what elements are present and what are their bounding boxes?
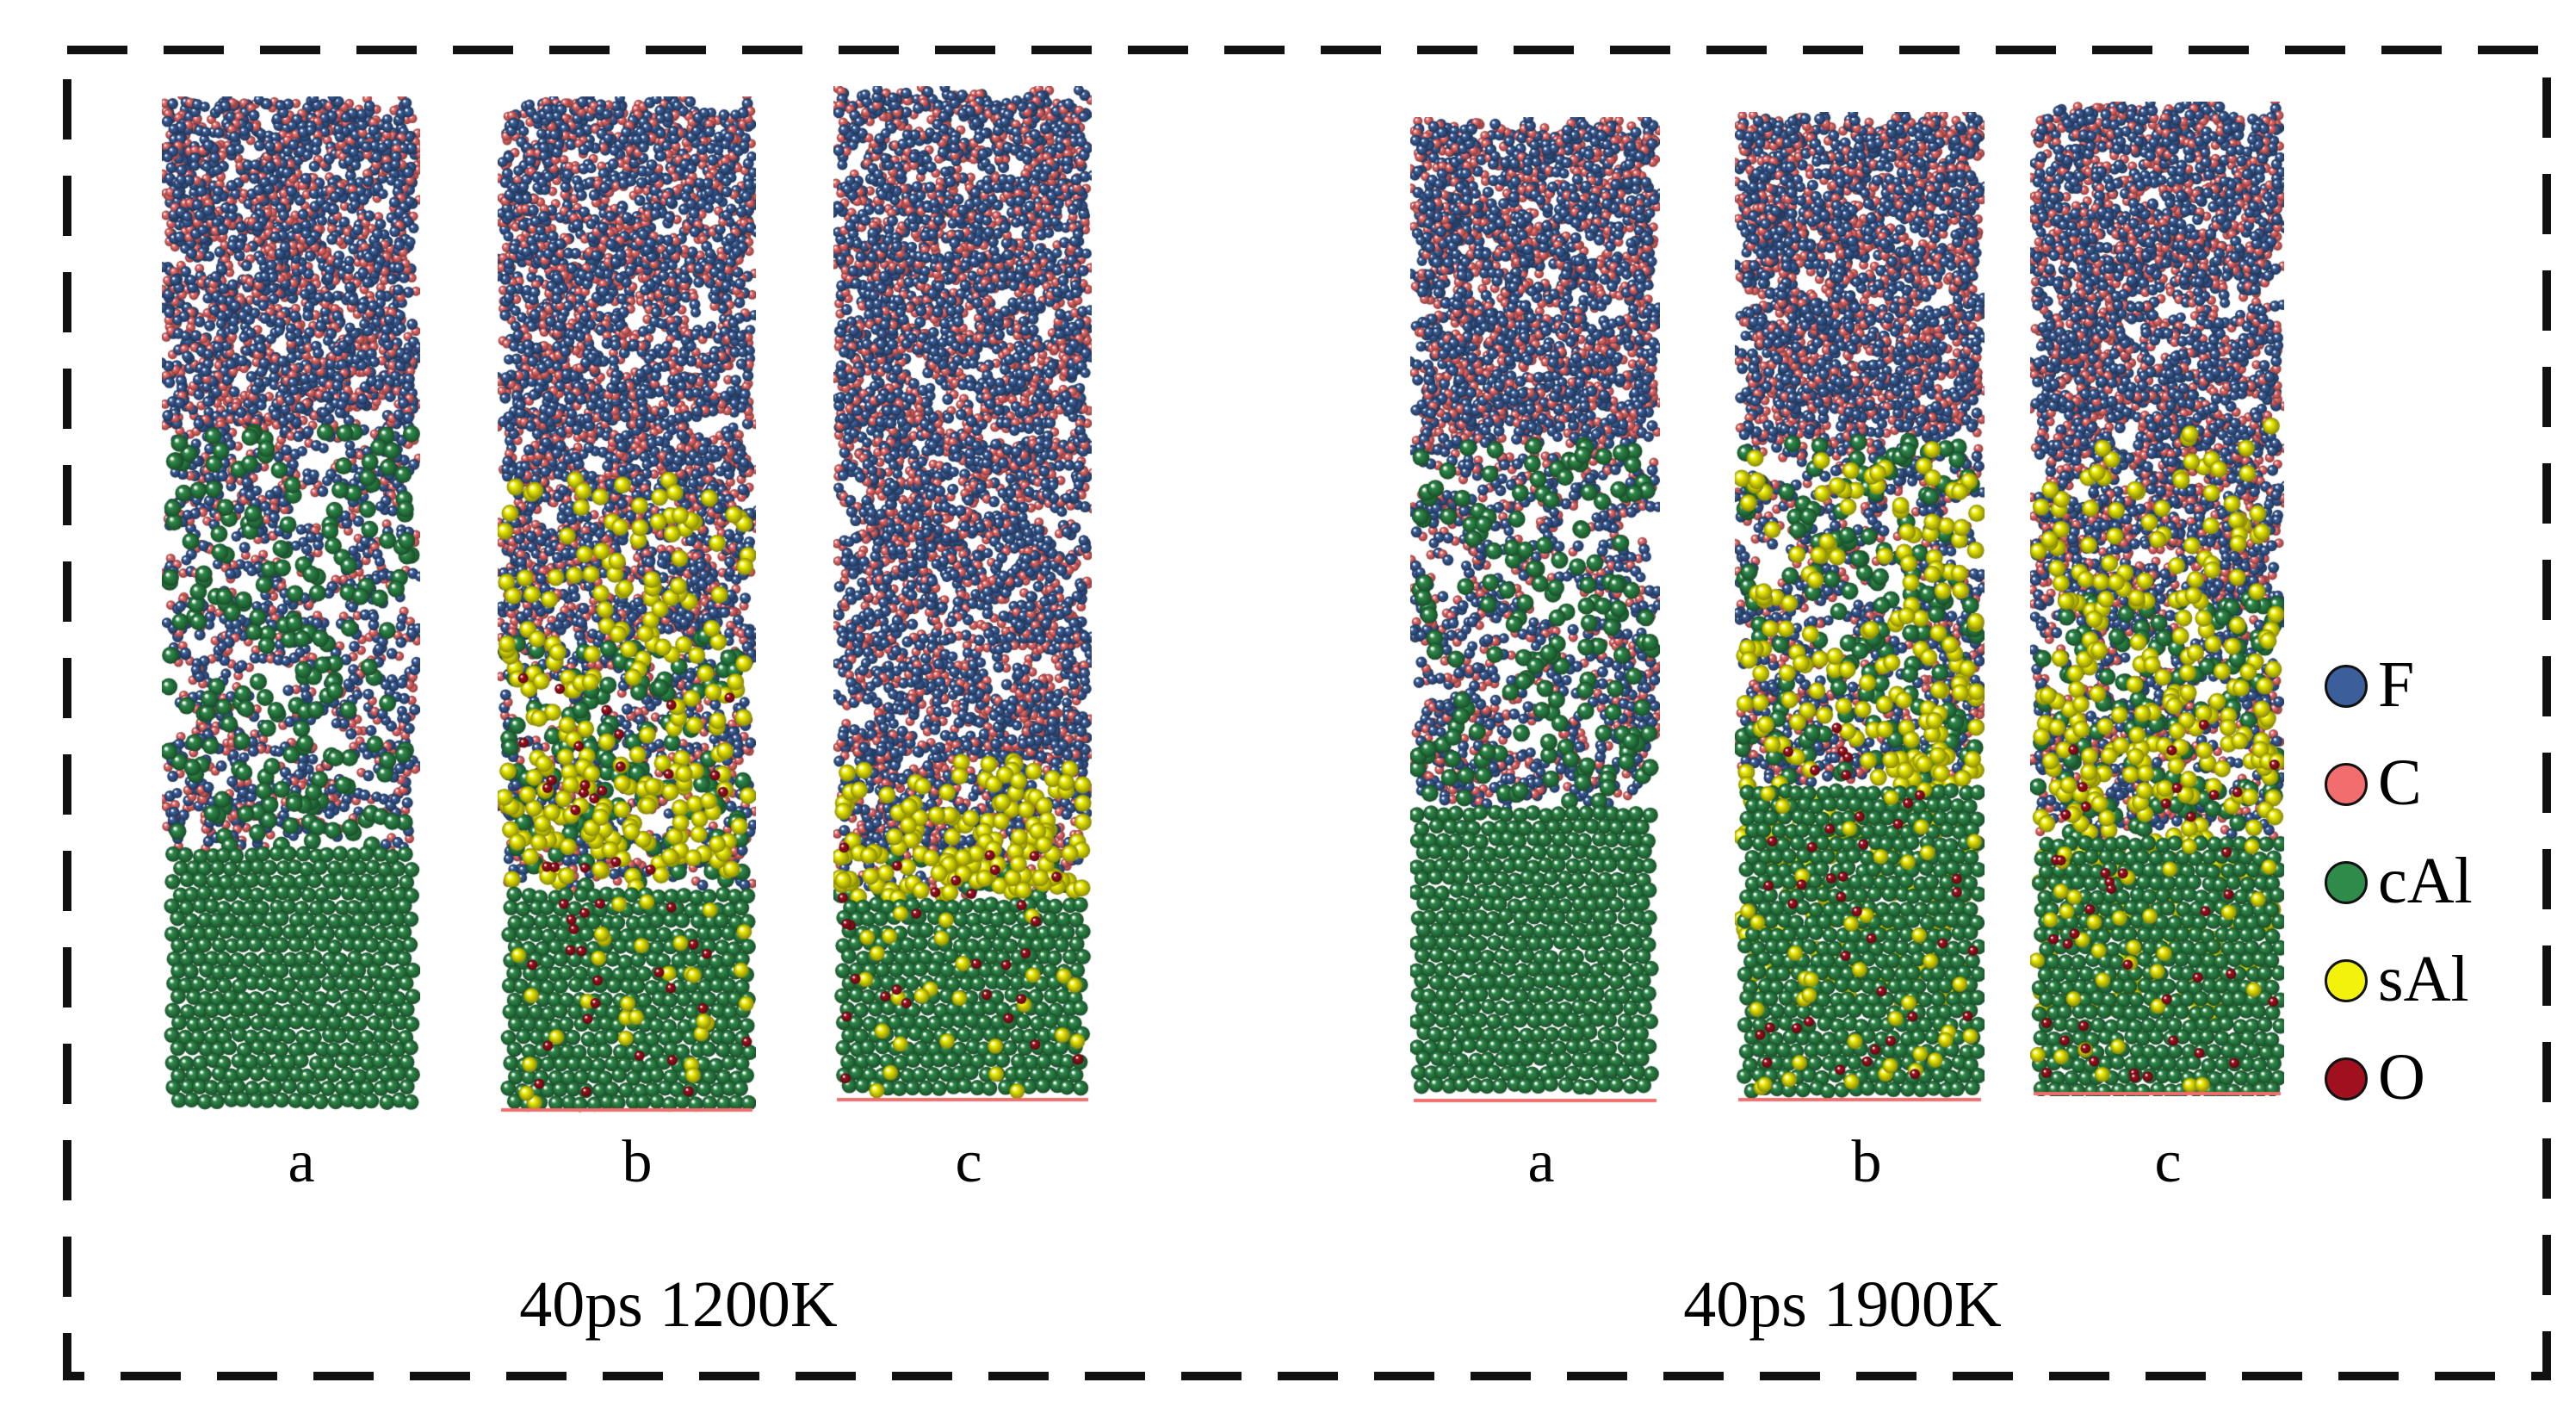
legend-swatch-sal xyxy=(2325,959,2368,1002)
legend-label-f: F xyxy=(2378,648,2415,721)
legend-label-o: O xyxy=(2378,1041,2425,1113)
group-label-1900k: 40ps 1900K xyxy=(1683,1268,2002,1341)
panel-label-1900k-c: c xyxy=(2154,1129,2182,1195)
legend-swatch-f xyxy=(2325,665,2368,708)
panel-label-1900k-a: a xyxy=(1527,1129,1555,1195)
legend-swatch-o xyxy=(2325,1057,2368,1100)
panel-label-1200k-c: c xyxy=(955,1129,982,1195)
panel-label-1200k-b: b xyxy=(622,1129,653,1195)
legend-label-cal: cAl xyxy=(2378,845,2473,917)
legend-label-c: C xyxy=(2378,747,2422,819)
group-label-1200k: 40ps 1200K xyxy=(519,1268,838,1341)
simulation-panel-1900k-c xyxy=(2030,102,2284,1096)
legend-swatch-c xyxy=(2325,763,2368,806)
legend-swatch-cal xyxy=(2325,861,2368,904)
panel-label-1900k-b: b xyxy=(1851,1129,1882,1195)
panel-label-1200k-a: a xyxy=(288,1129,315,1195)
simulation-panel-1200k-c xyxy=(833,86,1092,1102)
simulation-panel-1900k-b xyxy=(1735,112,1985,1102)
legend-label-sal: sAl xyxy=(2378,943,2469,1015)
simulation-panel-1200k-a xyxy=(162,96,420,1113)
simulation-panel-1200k-b xyxy=(498,96,756,1113)
simulation-panel-1900k-a xyxy=(1410,117,1660,1103)
